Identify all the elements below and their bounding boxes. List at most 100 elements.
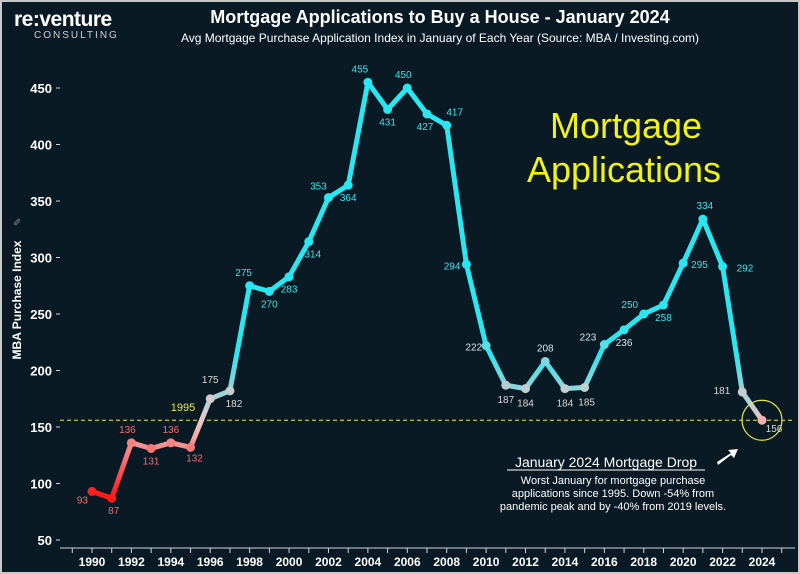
x-tick-label-2022: 2022 (709, 555, 736, 569)
data-point-2018 (639, 309, 649, 319)
data-point-2019 (658, 300, 668, 310)
data-point-2015 (580, 382, 590, 392)
data-point-2022 (718, 262, 728, 272)
data-point-1999 (264, 286, 274, 296)
data-label-2005: 431 (379, 117, 396, 128)
data-point-2001 (304, 237, 314, 247)
data-point-1991 (107, 493, 117, 503)
data-label-2011: 187 (497, 395, 514, 406)
overlay-text-line1: Mortgage (550, 105, 702, 146)
data-label-1995: 132 (186, 453, 203, 464)
x-tick-label-2014: 2014 (552, 555, 579, 569)
x-tick-label-1994: 1994 (157, 555, 184, 569)
y-tick-label-150: 150 (30, 420, 52, 435)
data-point-2021 (698, 214, 708, 224)
annotation-heading: January 2024 Mortgage Drop (515, 454, 697, 470)
data-label-2024: 156 (766, 424, 783, 435)
data-point-1996 (205, 394, 215, 404)
x-tick-label-1992: 1992 (118, 555, 145, 569)
overlay-text-line2: Applications (527, 149, 721, 190)
data-point-2009 (461, 259, 471, 269)
data-point-2023 (737, 387, 747, 397)
data-point-2003 (343, 180, 353, 190)
data-label-2015: 185 (578, 397, 595, 408)
data-label-1992: 136 (119, 425, 136, 436)
data-label-1991: 87 (108, 506, 120, 517)
data-label-1998: 275 (235, 268, 252, 279)
x-tick-label-2018: 2018 (630, 555, 657, 569)
data-point-2024 (757, 415, 767, 425)
data-label-2000: 283 (281, 285, 298, 296)
data-label-2021: 334 (697, 201, 714, 212)
data-label-2018: 250 (621, 300, 638, 311)
y-tick-label-350: 350 (30, 194, 52, 209)
data-label-2006: 450 (395, 70, 412, 81)
data-label-2016: 223 (580, 333, 597, 344)
data-label-1990: 93 (77, 495, 89, 506)
brand-sub: CONSULTING (34, 30, 119, 41)
data-point-2012 (521, 384, 531, 394)
data-label-2007: 427 (417, 122, 434, 133)
x-tick-label-2016: 2016 (591, 555, 618, 569)
data-label-1999: 270 (261, 299, 278, 310)
data-label-2012: 184 (517, 399, 534, 410)
data-label-1996: 175 (202, 375, 219, 386)
data-label-1994: 136 (162, 425, 179, 436)
reference-line-label: 1995 (171, 402, 195, 414)
annotation-line-2: pandemic peak and by -40% from 2019 leve… (500, 501, 726, 513)
pin-icon: ✎ (13, 218, 24, 226)
data-point-1992 (126, 438, 136, 448)
data-label-2008: 417 (446, 107, 463, 118)
data-label-2004: 455 (352, 64, 369, 75)
x-tick-label-2020: 2020 (670, 555, 697, 569)
x-tick-label-2000: 2000 (276, 555, 303, 569)
highlight-circle (741, 399, 783, 441)
data-point-2016 (599, 340, 609, 350)
chart-title: Mortgage Applications to Buy a House - J… (210, 7, 670, 27)
data-point-2008 (442, 120, 452, 130)
x-tick-label-2004: 2004 (355, 555, 382, 569)
data-label-2009: 294 (444, 261, 461, 272)
data-point-1997 (225, 386, 235, 396)
x-tick-label-1996: 1996 (197, 555, 224, 569)
y-tick-label-100: 100 (30, 477, 52, 492)
chart-subtitle: Avg Mortgage Purchase Application Index … (180, 31, 700, 45)
data-point-2011 (501, 380, 511, 390)
y-tick-label-250: 250 (30, 307, 52, 322)
data-point-1994 (166, 438, 176, 448)
data-point-2020 (678, 258, 688, 268)
data-point-1993 (146, 443, 156, 453)
annotation-line-1: applications since 1995. Down -54% from (512, 488, 714, 500)
data-label-2014: 184 (557, 399, 574, 410)
data-point-2010 (481, 341, 491, 351)
data-label-2003: 364 (340, 193, 357, 204)
data-point-2005 (383, 104, 393, 114)
data-point-2004 (363, 77, 373, 87)
data-point-2017 (619, 325, 629, 335)
data-point-2006 (402, 83, 412, 93)
data-point-2007 (422, 109, 432, 119)
x-tick-label-2012: 2012 (512, 555, 539, 569)
y-tick-label-400: 400 (30, 138, 52, 153)
data-label-2020: 295 (691, 260, 708, 271)
data-label-1993: 131 (143, 456, 160, 467)
data-label-2023: 181 (714, 386, 731, 397)
data-point-1998 (245, 281, 255, 291)
y-tick-label-450: 450 (30, 81, 52, 96)
data-label-1997: 182 (226, 399, 243, 410)
data-point-2014 (560, 384, 570, 394)
y-tick-label-300: 300 (30, 251, 52, 266)
data-label-2013: 208 (537, 343, 554, 354)
x-tick-label-1990: 1990 (79, 555, 106, 569)
data-point-2000 (284, 272, 294, 282)
data-label-2001: 314 (304, 250, 321, 261)
annotation-line-0: Worst January for mortgage purchase (521, 475, 705, 487)
x-tick-label-2006: 2006 (394, 555, 421, 569)
x-tick-label-2008: 2008 (433, 555, 460, 569)
data-point-2013 (540, 356, 550, 366)
x-tick-label-2024: 2024 (749, 555, 776, 569)
y-axis-label: MBA Purchase Index (10, 240, 24, 359)
data-label-2002: 353 (310, 182, 327, 193)
